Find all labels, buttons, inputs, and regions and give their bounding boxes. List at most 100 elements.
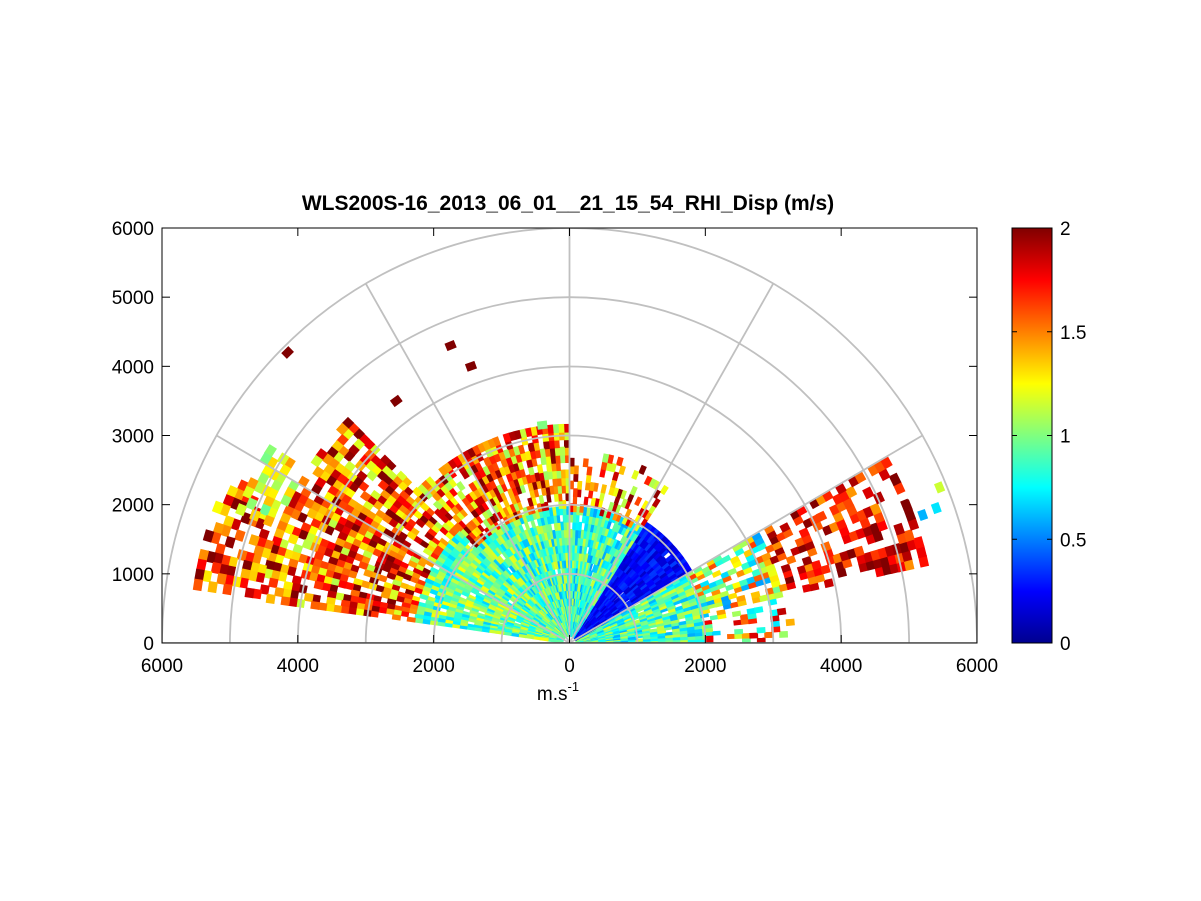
data-cell	[264, 559, 276, 572]
data-cell	[687, 597, 698, 604]
data-cell	[431, 580, 442, 589]
data-cell	[733, 619, 743, 626]
data-cell	[623, 545, 631, 555]
data-cell	[681, 564, 691, 573]
data-cell	[608, 545, 615, 555]
data-cell	[853, 545, 865, 557]
data-cell	[501, 540, 510, 551]
data-cell	[468, 612, 478, 619]
data-cell	[482, 456, 492, 467]
data-cell	[511, 526, 519, 536]
data-cell	[648, 536, 657, 546]
data-cell	[534, 591, 543, 601]
data-cell	[514, 617, 524, 624]
data-cell	[597, 525, 604, 535]
data-cell	[663, 620, 673, 626]
data-cell	[523, 537, 531, 547]
data-cell	[534, 557, 541, 567]
data-cell	[667, 607, 677, 614]
data-cell	[490, 461, 500, 472]
data-cell	[352, 427, 365, 440]
data-cell	[445, 612, 455, 619]
data-cell	[684, 612, 694, 619]
data-cell	[669, 613, 679, 619]
data-cell	[531, 542, 538, 552]
data-cell	[639, 582, 649, 591]
data-cell	[508, 585, 517, 594]
data-cell	[673, 581, 683, 589]
data-cell	[384, 508, 396, 520]
data-cell	[585, 473, 592, 484]
data-cell	[456, 599, 467, 606]
data-cell	[426, 574, 436, 582]
data-cell	[481, 546, 491, 556]
data-cell	[274, 587, 285, 598]
data-cell	[395, 595, 405, 603]
data-cell	[326, 590, 337, 600]
data-cell	[496, 544, 505, 554]
data-cell	[449, 577, 460, 586]
data-cell	[564, 469, 570, 479]
data-cell	[471, 585, 481, 593]
data-cell	[552, 424, 560, 434]
data-cell	[500, 595, 510, 603]
data-cell	[517, 549, 525, 559]
data-cell	[505, 505, 514, 516]
data-cell	[668, 546, 678, 556]
data-cell	[310, 601, 320, 610]
data-cell	[629, 560, 638, 569]
data-cell	[572, 495, 578, 505]
data-cell	[491, 512, 501, 523]
data-cell	[550, 462, 557, 472]
data-cell	[653, 563, 663, 573]
data-cell	[432, 500, 444, 511]
data-cell	[450, 561, 460, 570]
data-cell	[473, 622, 484, 628]
polar-spoke	[568, 283, 775, 643]
data-cell	[665, 543, 676, 553]
data-cell	[499, 491, 508, 502]
data-cell	[679, 561, 689, 570]
data-cell	[662, 576, 672, 585]
data-cell	[453, 587, 463, 595]
data-cell	[477, 607, 488, 614]
data-cell	[746, 607, 757, 615]
data-cell	[456, 565, 467, 574]
data-cell	[518, 483, 527, 494]
data-cell	[408, 575, 419, 584]
data-cell	[487, 488, 497, 499]
data-cell	[536, 464, 544, 474]
data-cell	[593, 540, 600, 550]
data-cell	[734, 633, 744, 639]
data-cell	[695, 635, 704, 640]
data-cell	[637, 610, 647, 617]
data-cell	[222, 494, 235, 508]
data-cell	[509, 470, 518, 481]
data-cell	[654, 614, 664, 621]
data-cell	[398, 560, 410, 570]
data-cell	[502, 522, 510, 533]
data-cell	[675, 608, 686, 615]
data-cell	[207, 580, 218, 594]
data-cell	[530, 559, 538, 569]
data-cell	[523, 529, 531, 539]
data-cell	[534, 541, 541, 551]
data-cell	[764, 631, 774, 639]
data-cell	[652, 488, 661, 500]
data-cell	[611, 522, 619, 532]
data-cell	[543, 554, 550, 565]
data-cell	[489, 584, 499, 593]
data-cell	[532, 558, 540, 568]
data-cell	[413, 496, 425, 507]
data-cell	[611, 530, 619, 540]
data-cell	[521, 592, 530, 602]
data-cell	[358, 560, 369, 571]
data-cell	[677, 590, 687, 598]
data-cell	[464, 582, 474, 590]
data-cell	[636, 556, 645, 565]
data-cell	[508, 479, 516, 490]
data-cell	[494, 536, 503, 546]
data-cell	[459, 619, 469, 625]
data-cell	[548, 545, 554, 555]
data-cell	[332, 604, 343, 613]
